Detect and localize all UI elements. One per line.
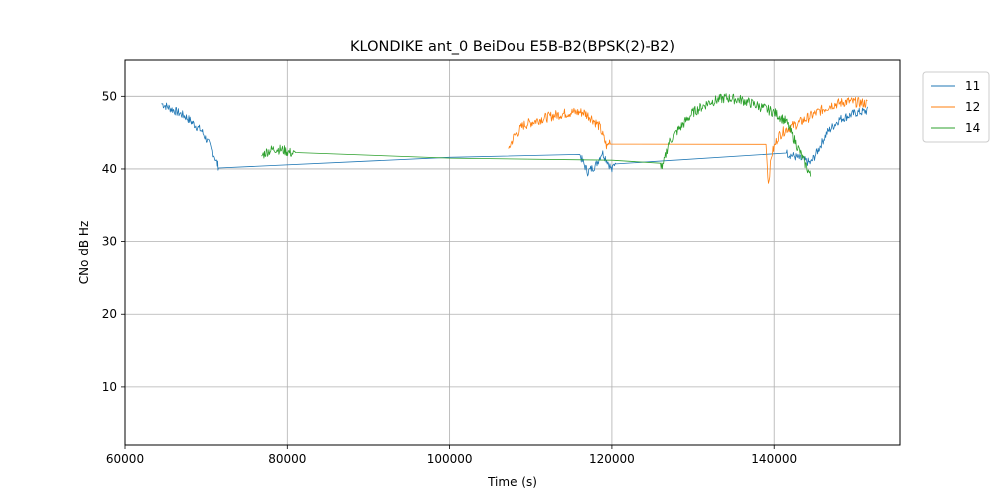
legend-label: 14 bbox=[965, 121, 980, 135]
y-tick-label: 30 bbox=[102, 235, 117, 249]
y-tick-label: 20 bbox=[102, 307, 117, 321]
x-tick-label: 60000 bbox=[106, 452, 144, 466]
legend-box bbox=[922, 71, 990, 143]
chart-title: KLONDIKE ant_0 BeiDou E5B-B2(BPSK(2)-B2) bbox=[350, 39, 675, 55]
x-axis-label: Time (s) bbox=[487, 475, 537, 489]
plot-frame bbox=[124, 59, 901, 446]
x-tick-label: 140000 bbox=[751, 452, 797, 466]
y-tick-label: 10 bbox=[102, 380, 117, 394]
legend-label: 11 bbox=[965, 79, 980, 93]
grid bbox=[124, 60, 900, 445]
x-tick-label: 80000 bbox=[268, 452, 306, 466]
series-layer bbox=[161, 93, 868, 184]
legend: 11 12 14 bbox=[922, 71, 990, 143]
series-line-12 bbox=[508, 97, 868, 184]
legend-label: 12 bbox=[965, 100, 980, 114]
x-tick-label: 100000 bbox=[427, 452, 473, 466]
series-line-11 bbox=[161, 102, 868, 177]
ticks: 60000 80000 100000 120000 140000 10 20 30 40 50 bbox=[102, 89, 797, 466]
series-line-14 bbox=[261, 93, 812, 177]
y-tick-label: 40 bbox=[102, 162, 117, 176]
x-tick-label: 120000 bbox=[589, 452, 635, 466]
y-tick-label: 50 bbox=[102, 89, 117, 103]
y-axis-label: CNo dB Hz bbox=[77, 221, 91, 285]
